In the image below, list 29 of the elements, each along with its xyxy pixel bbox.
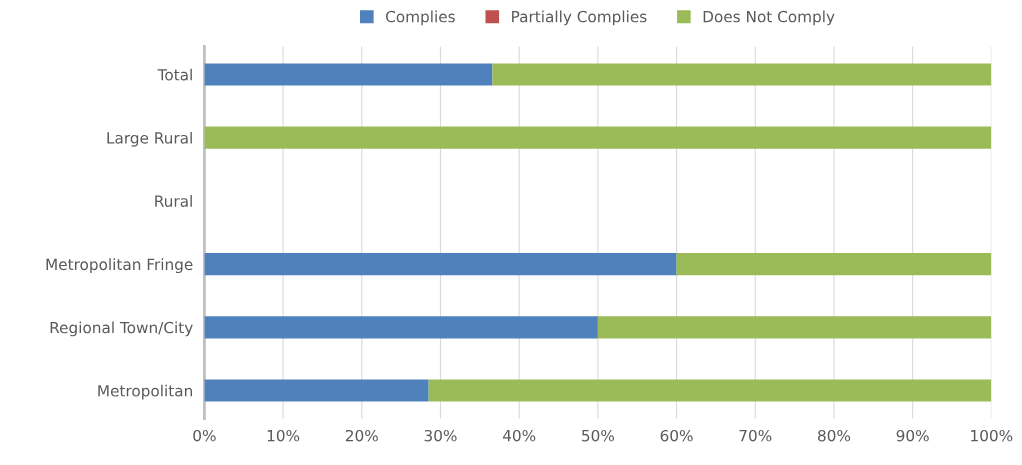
x-tick-label: 20% xyxy=(345,429,378,442)
bar xyxy=(204,316,598,339)
legend-label: Partially Complies xyxy=(512,10,647,26)
bar xyxy=(204,253,677,276)
x-tick-label: 10% xyxy=(267,429,300,442)
x-tick-label: 100% xyxy=(971,429,1013,442)
bar xyxy=(676,253,992,276)
x-tick-label: 90% xyxy=(896,429,929,442)
bar xyxy=(204,126,992,149)
bar xyxy=(204,379,429,402)
y-tick-label: Total xyxy=(157,68,192,81)
x-tick-label: 60% xyxy=(660,429,693,442)
bar xyxy=(492,63,992,86)
x-tick-label: 30% xyxy=(424,429,457,442)
x-tick-label: 40% xyxy=(502,429,536,442)
legend-label: Complies xyxy=(386,10,455,26)
y-tick-label: Rural xyxy=(155,195,192,207)
y-tick-label: Large Rural xyxy=(107,131,192,147)
bar xyxy=(428,379,992,402)
y-tick-label: Metropolitan Fringe xyxy=(46,258,193,274)
y-tick-label: Regional Town/City xyxy=(50,321,193,337)
bar xyxy=(204,63,493,86)
x-tick-label: 70% xyxy=(739,429,772,442)
bar xyxy=(597,316,992,339)
x-tick-label: 80% xyxy=(818,429,851,442)
x-tick-label: 0% xyxy=(193,429,216,442)
x-tick-label: 50% xyxy=(582,429,615,442)
y-tick-label: Metropolitan xyxy=(98,384,192,400)
legend-label: Does Not Comply xyxy=(703,10,835,26)
